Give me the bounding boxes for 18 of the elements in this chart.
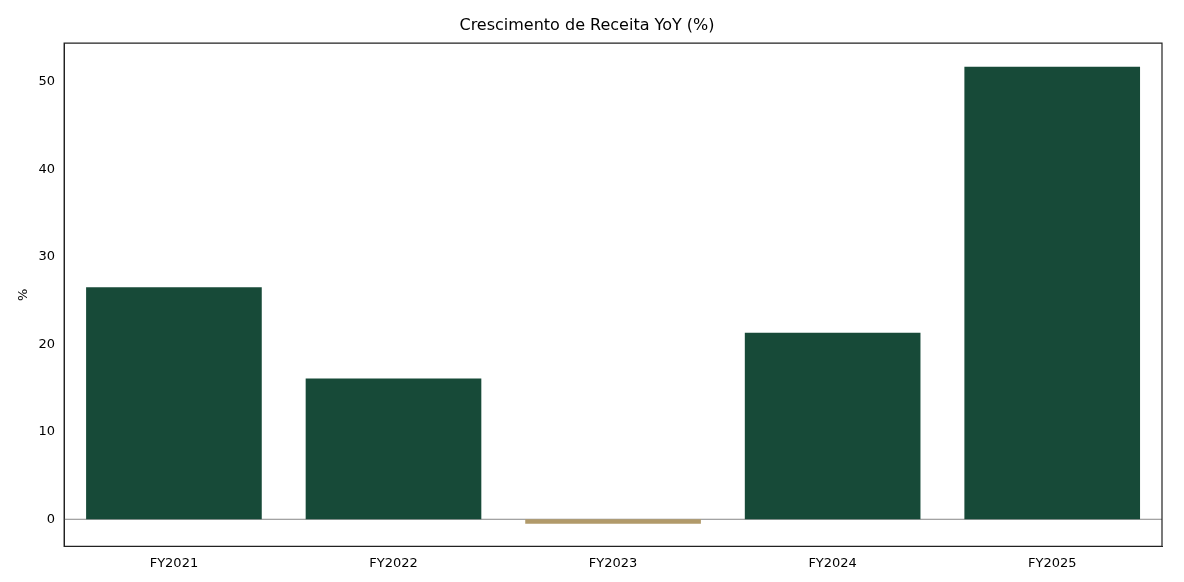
y-tick-label: 30 xyxy=(38,248,56,264)
y-axis-title: % xyxy=(15,288,31,301)
chart-title: Crescimento de Receita YoY (%) xyxy=(459,14,715,34)
y-tick-label: 10 xyxy=(38,423,56,439)
bar xyxy=(305,378,482,520)
x-tick-label: FY2025 xyxy=(1027,554,1077,570)
y-tick-label: 50 xyxy=(38,73,56,89)
y-tick-label: 40 xyxy=(38,160,56,176)
x-tick-label: FY2023 xyxy=(588,554,638,570)
x-tick-label: FY2021 xyxy=(149,554,199,570)
bar xyxy=(86,287,262,520)
bar xyxy=(525,519,701,524)
bar xyxy=(964,66,1141,520)
x-tick-label: FY2024 xyxy=(808,554,857,570)
bar xyxy=(744,332,921,520)
y-tick-label: 0 xyxy=(46,510,56,526)
x-tick-label: FY2022 xyxy=(369,554,418,570)
y-tick-label: 20 xyxy=(38,335,56,351)
